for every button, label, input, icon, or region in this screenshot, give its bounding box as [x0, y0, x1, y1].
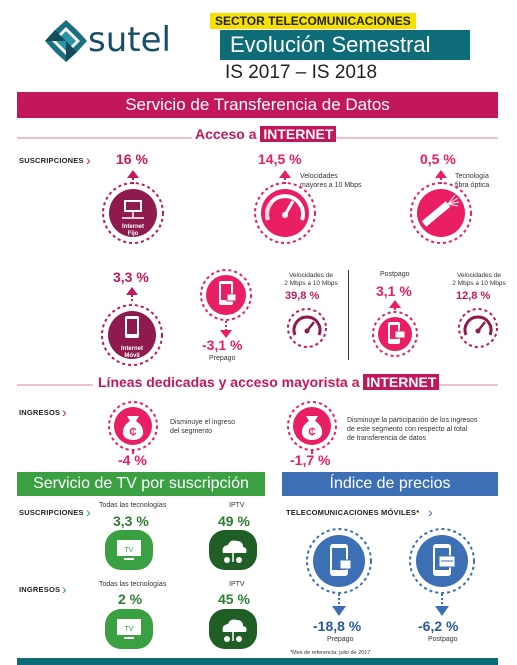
- postpago-speed-note-1: Velocidades de: [456, 272, 502, 279]
- period-label: IS 2017 – IS 2018: [225, 62, 378, 83]
- section-band-precios: Índice de precios: [282, 472, 498, 496]
- internet-movil-icon: Internet Móvil: [101, 287, 163, 366]
- tv-ing-all-label: Todas las tecnologías: [99, 581, 167, 588]
- fijo-value: 16 %: [116, 151, 148, 167]
- logo-text: sutel: [88, 20, 171, 60]
- velocidades-note-2: mayores a 10 Mbps: [300, 182, 362, 189]
- fiber-optic-icon: [410, 170, 472, 244]
- fijo-label-1: Internet: [122, 224, 144, 230]
- dedicated-right-note: Disminuye la participación de los ingres…: [347, 416, 477, 443]
- divider: [325, 137, 498, 139]
- title-prefix: Acceso a: [195, 126, 261, 142]
- speedometer-small-icon: [287, 308, 327, 348]
- section-band-tv: Servicio de TV por suscripción: [17, 472, 265, 496]
- sector-label: SECTOR TELECOMUNICACIONES: [210, 13, 416, 29]
- prepago-speed-note-2: 2 Mbps a 10 Mbps: [284, 280, 338, 287]
- tv-sub-iptv-value: 49 %: [218, 513, 250, 529]
- tv-sub-all-label: Todas las tecnologías: [99, 502, 167, 509]
- movil-value: 3,3 %: [113, 269, 149, 285]
- sutel-logo-mark: [45, 20, 87, 62]
- speedometer-icon: [254, 170, 316, 244]
- prepago-speed-note-1: Velocidades de: [288, 272, 334, 279]
- prepago-speed-note: Velocidades de 2 Mbps a 10 Mbps: [276, 272, 346, 288]
- chevron-right-icon: ›: [86, 504, 91, 520]
- title-prefix: Líneas dedicadas y acceso mayorista a: [98, 374, 364, 390]
- fibra-note-2: fibra óptica: [455, 182, 490, 189]
- postpago-value: 3,1 %: [376, 283, 412, 299]
- prices-prepago-value: -18,8 %: [313, 618, 362, 634]
- fibra-note: Tecnología fibra óptica: [455, 172, 489, 190]
- postpago-speed-note-2: 2 Mbps a 10 Mbps: [452, 280, 506, 287]
- postpago-label: Postpago: [380, 271, 410, 278]
- svg-text:₵: ₵: [129, 426, 136, 438]
- prepago-price-phone-icon: [306, 528, 372, 616]
- dedicated-left-note-1: Disminuye el ingreso: [170, 419, 235, 426]
- tag-ingresos: INGRESOS: [19, 408, 61, 417]
- dedicated-right-value: -1,7 %: [290, 452, 331, 468]
- velocidades-value: 14,5 %: [258, 151, 302, 167]
- postpago-speed-value: 12,8 %: [456, 290, 491, 302]
- tv-ing-all-value: 2 %: [118, 591, 143, 607]
- divider: [17, 137, 192, 139]
- tv-ing-iptv-label: IPTV: [229, 581, 245, 588]
- dedicated-left-note-2: del segmento: [170, 428, 213, 435]
- section-band-datos: Servicio de Transferencia de Datos: [17, 92, 498, 118]
- velocidades-note: Velocidades mayores a 10 Mbps: [300, 172, 361, 190]
- tv-sub-all-value: 3,3 %: [113, 513, 149, 529]
- speedometer-small-icon: [458, 308, 498, 348]
- prices-postpago-value: -6,2 %: [418, 618, 459, 634]
- chevron-right-icon: ›: [428, 504, 433, 520]
- prepago-speed-value: 39,8 %: [285, 290, 320, 302]
- dedicated-left-note: Disminuye el ingreso del segmento: [170, 418, 235, 436]
- money-bag-icon: ₵: [287, 401, 337, 454]
- tag-tv-ingresos: INGRESOS: [19, 585, 61, 594]
- money-bag-icon: ₵: [108, 401, 158, 454]
- movil-label-1: Internet: [121, 346, 143, 352]
- tv-icon: TV: [105, 530, 153, 570]
- internet-fijo-icon: Internet Fijo: [102, 170, 164, 244]
- tv-ing-iptv-value: 45 %: [218, 591, 250, 607]
- section-title-dedicadas: Líneas dedicadas y acceso mayorista a IN…: [98, 374, 440, 390]
- page-title: Evolución Semestral: [220, 30, 470, 60]
- title-highlight: INTERNET: [363, 374, 440, 390]
- prepago-value: -3,1 %: [202, 337, 243, 353]
- chevron-right-icon: ›: [86, 152, 91, 168]
- prices-prepago-label: Prepago: [327, 636, 354, 643]
- fibra-note-1: Tecnología: [455, 173, 489, 180]
- prepago-label: Prepago: [209, 355, 236, 362]
- divider: [17, 384, 93, 386]
- chevron-right-icon: ›: [62, 404, 67, 420]
- svg-text:₵: ₵: [308, 426, 315, 438]
- section-title-acceso: Acceso a INTERNET: [195, 126, 337, 142]
- prices-postpago-label: Postpago: [428, 636, 458, 643]
- tag-telecom-moviles: TELECOMUNICACIONES MÓVILES*: [286, 508, 420, 517]
- dedicated-right-note-3: de transferencia de datos: [347, 435, 426, 442]
- tv-icon: TV: [105, 609, 153, 649]
- dedicated-right-note-1: Disminuye la participación de los ingres…: [347, 417, 478, 424]
- tv-icon-text: TV: [125, 547, 134, 554]
- postpago-speed-note: Velocidades de 2 Mbps a 10 Mbps: [446, 272, 512, 288]
- dedicated-left-value: -4 %: [118, 452, 147, 468]
- tag-tv-suscripciones: SUSCRIPCIONES: [19, 508, 84, 517]
- dedicated-right-note-2: de este segmento con respecto al total: [347, 426, 468, 433]
- movil-label-2: Móvil: [124, 353, 140, 359]
- footnote: *Mes de referencia: julio de 2017: [290, 650, 371, 656]
- divider: [423, 384, 498, 386]
- iptv-cloud-icon: [209, 609, 257, 649]
- velocidades-note-1: Velocidades: [300, 173, 338, 180]
- postpago-price-phone-icon: [409, 528, 475, 616]
- iptv-cloud-icon: [209, 530, 257, 570]
- postpago-phone-icon: [372, 300, 418, 357]
- title-highlight: INTERNET: [260, 126, 337, 142]
- chevron-right-icon: ›: [62, 581, 67, 597]
- tv-icon-text: TV: [125, 626, 134, 633]
- prepago-phone-icon: [200, 269, 252, 338]
- tv-sub-iptv-label: IPTV: [229, 502, 245, 509]
- bottom-bar: [17, 658, 498, 665]
- tag-suscripciones: SUSCRIPCIONES: [19, 156, 84, 165]
- vertical-divider: [348, 270, 349, 360]
- fibra-value: 0,5 %: [420, 151, 456, 167]
- fijo-label-2: Fijo: [128, 231, 139, 237]
